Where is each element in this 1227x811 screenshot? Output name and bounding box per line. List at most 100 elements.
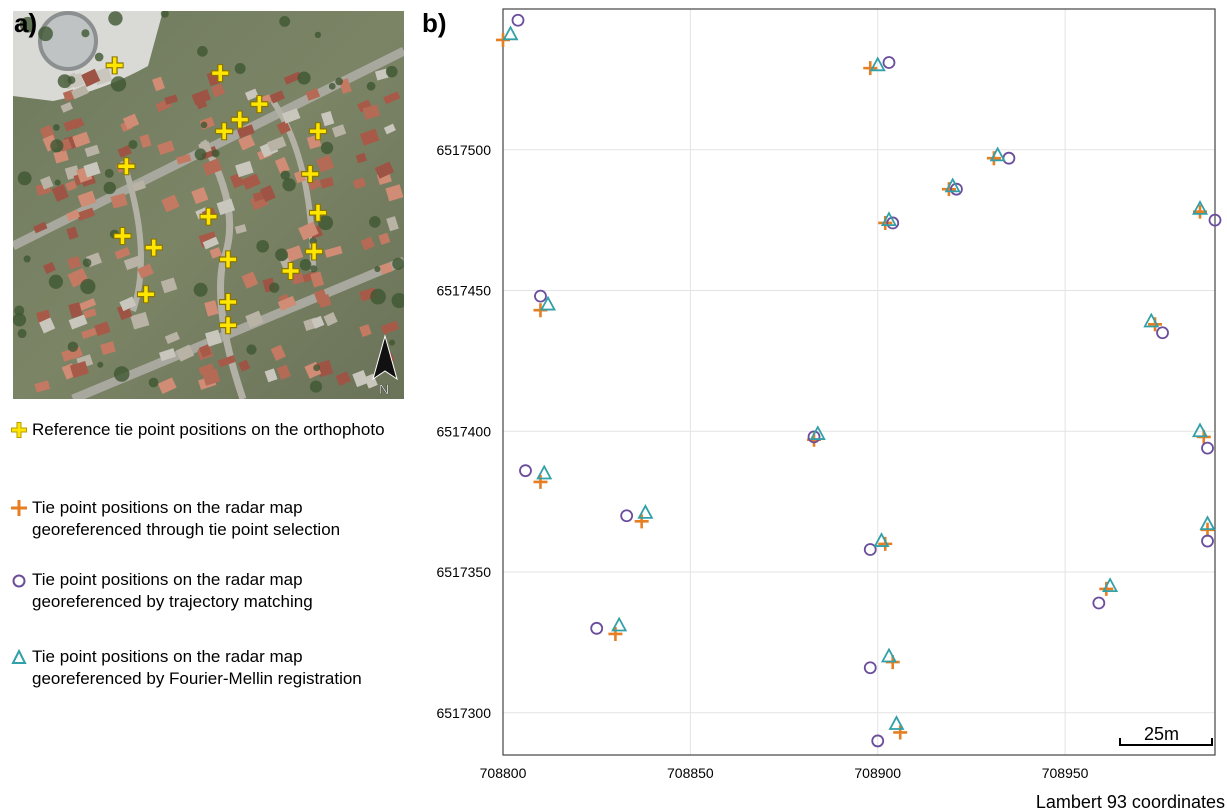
roof [40, 175, 54, 190]
roof [252, 191, 265, 202]
reference-point [145, 239, 162, 256]
reference-point [306, 243, 323, 260]
reference-point [118, 158, 135, 175]
orange-plus-icon [11, 500, 27, 516]
tree [104, 168, 114, 178]
triangle-point [1102, 577, 1119, 592]
roof [205, 329, 222, 347]
roof [175, 344, 195, 362]
roof [245, 310, 264, 329]
roof [355, 152, 367, 164]
y-tick-label: 6517400 [436, 423, 491, 439]
tree [385, 65, 398, 78]
roof [331, 124, 347, 138]
triangle-point [1143, 312, 1160, 328]
tree [94, 52, 104, 62]
circle-point [863, 543, 877, 556]
tree [81, 29, 90, 38]
tree [128, 139, 138, 149]
tree [14, 305, 25, 316]
circle-point [807, 430, 821, 444]
roof [237, 134, 256, 151]
triangle-point [637, 504, 654, 519]
series-plus [496, 32, 1215, 740]
roof [276, 120, 291, 135]
circle-point [1156, 326, 1169, 340]
roof [152, 76, 166, 92]
roof [39, 317, 56, 334]
circle-point [1208, 213, 1222, 227]
roof [378, 232, 391, 245]
triangle-point [502, 25, 519, 41]
tree [80, 278, 96, 295]
tree [193, 282, 208, 297]
roof [130, 311, 150, 330]
reference-point [106, 57, 123, 74]
roof [72, 131, 91, 148]
tree [194, 148, 207, 161]
tree [313, 364, 321, 372]
roof [270, 344, 286, 361]
y-tick-label: 6517450 [436, 283, 491, 299]
plus-point [863, 61, 878, 76]
scale-bar-label: 25m [1144, 724, 1179, 744]
legend-text-trajectory-matching: Tie point positions on the radar map geo… [32, 570, 313, 611]
roof [374, 161, 395, 179]
tree [392, 257, 404, 270]
roof [161, 194, 180, 213]
roof [60, 101, 73, 113]
plus-point [1148, 317, 1163, 332]
roof [119, 296, 137, 312]
roof [216, 198, 236, 216]
tree [103, 181, 116, 195]
tree [246, 344, 257, 355]
roof [176, 153, 192, 165]
circle-point [1002, 151, 1016, 165]
tree [108, 11, 123, 26]
roof [191, 89, 212, 106]
roof [352, 370, 369, 388]
triangle-point [539, 295, 556, 311]
roof [53, 149, 69, 164]
roof [70, 72, 85, 88]
x-tick-label: 708950 [1042, 765, 1089, 781]
roof [33, 221, 48, 234]
roof [68, 302, 83, 319]
tree [82, 258, 92, 268]
circle-point [871, 734, 885, 748]
roof [71, 85, 89, 100]
reference-point [220, 317, 237, 334]
tree [200, 121, 208, 129]
tree [391, 292, 404, 309]
reference-point [200, 208, 217, 225]
roof [198, 363, 215, 376]
roof [51, 184, 69, 202]
roof [315, 154, 335, 173]
x-axis-label: Lambert 93 coordinates [1036, 792, 1225, 811]
circle-point [519, 464, 532, 478]
roof [360, 236, 375, 251]
tree [370, 288, 386, 305]
roof [66, 226, 79, 240]
roof [159, 348, 176, 362]
roof [264, 368, 278, 383]
triangle-point [809, 425, 826, 440]
y-tick-label: 6517350 [436, 564, 491, 580]
roof [357, 99, 372, 113]
roof [65, 180, 78, 192]
roof [209, 247, 222, 259]
plus-point [608, 626, 623, 641]
tree [275, 248, 288, 262]
roof [236, 124, 255, 139]
roof [204, 300, 219, 317]
tree [282, 178, 296, 192]
roof [244, 88, 259, 101]
roof [234, 224, 247, 235]
roof [386, 216, 399, 232]
tree [320, 141, 334, 155]
circle-point [1092, 596, 1106, 610]
tree [318, 215, 334, 231]
roof [122, 113, 140, 130]
roof [285, 245, 304, 262]
